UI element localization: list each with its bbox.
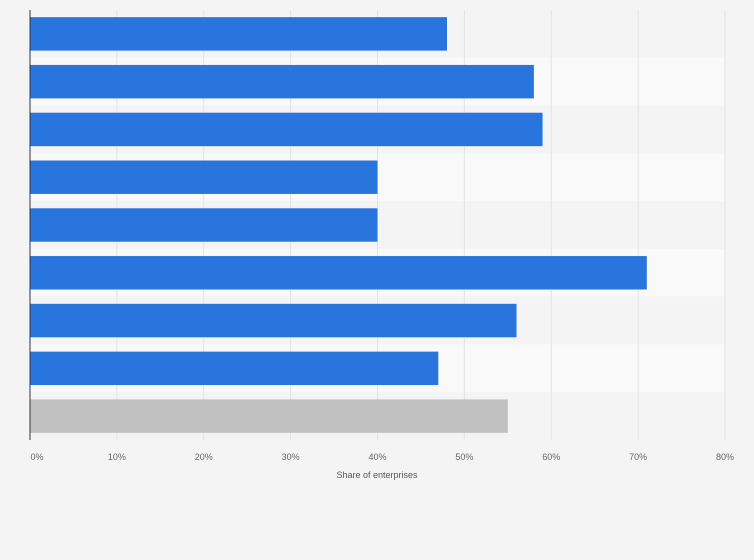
- bar[interactable]: [30, 112, 543, 147]
- bar[interactable]: [30, 303, 517, 338]
- x-tick-label: 10%: [108, 452, 126, 462]
- bar[interactable]: [30, 64, 534, 99]
- x-axis-label: Share of enterprises: [336, 470, 418, 480]
- bar[interactable]: [30, 399, 508, 433]
- x-tick-label: 70%: [629, 452, 647, 462]
- bars: [30, 17, 647, 433]
- bar[interactable]: [30, 208, 378, 242]
- bar[interactable]: [30, 351, 439, 386]
- x-tick-labels: 0% 10% 20% 30% 40% 50% 60% 70% 80%: [30, 452, 734, 462]
- x-tick-label: 50%: [455, 452, 473, 462]
- x-tick-label: 0%: [30, 452, 43, 462]
- x-tick-label: 40%: [368, 452, 386, 462]
- bar[interactable]: [30, 160, 378, 194]
- x-tick-label: 30%: [282, 452, 300, 462]
- x-tick-label: 60%: [542, 452, 560, 462]
- bar[interactable]: [30, 256, 647, 290]
- x-tick-label: 80%: [716, 452, 734, 462]
- x-tick-label: 20%: [195, 452, 213, 462]
- bar[interactable]: [30, 17, 447, 51]
